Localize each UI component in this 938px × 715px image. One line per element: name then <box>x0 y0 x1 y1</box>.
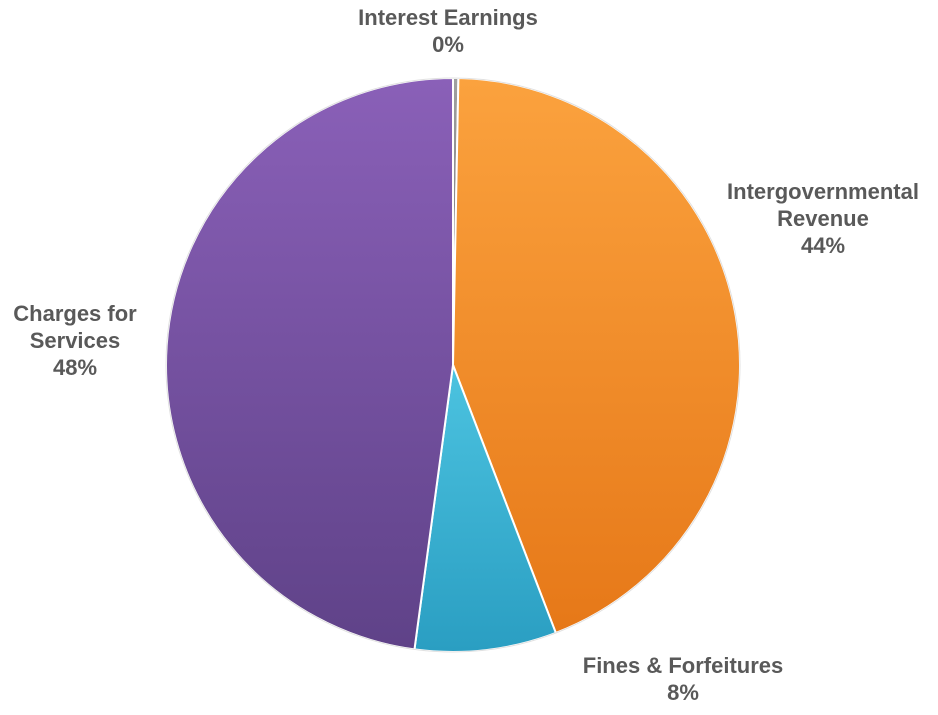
pie-slice-intergovernmental-revenue <box>452 77 741 634</box>
pie-slices <box>165 77 741 653</box>
slice-label-fines-forfeitures: Fines & Forfeitures 8% <box>583 652 783 706</box>
pie-slice-charges-for-services <box>165 77 454 651</box>
slice-label-percent: 44% <box>800 233 846 258</box>
slice-label-percent: 8% <box>667 680 699 705</box>
slice-label-percent: 0% <box>432 32 464 57</box>
slice-label-name: Fines & Forfeitures <box>582 653 784 678</box>
slice-label-percent: 48% <box>52 355 98 380</box>
slice-label-name: Intergovernmental <box>727 179 919 204</box>
slice-label-name: Services <box>29 328 121 353</box>
pie-outline <box>165 77 741 653</box>
pie-slice-fines-forfeitures <box>413 364 557 653</box>
slice-label-interest-earnings: Interest Earnings 0% <box>358 4 538 58</box>
slice-label-name: Charges for <box>13 301 137 326</box>
slice-label-name: Interest Earnings <box>358 5 538 30</box>
slice-label-intergovernmental-revenue: Intergovernmental Revenue 44% <box>727 178 919 259</box>
slice-label-charges-for-services: Charges for Services 48% <box>13 300 136 381</box>
slice-label-name: Revenue <box>777 206 869 231</box>
